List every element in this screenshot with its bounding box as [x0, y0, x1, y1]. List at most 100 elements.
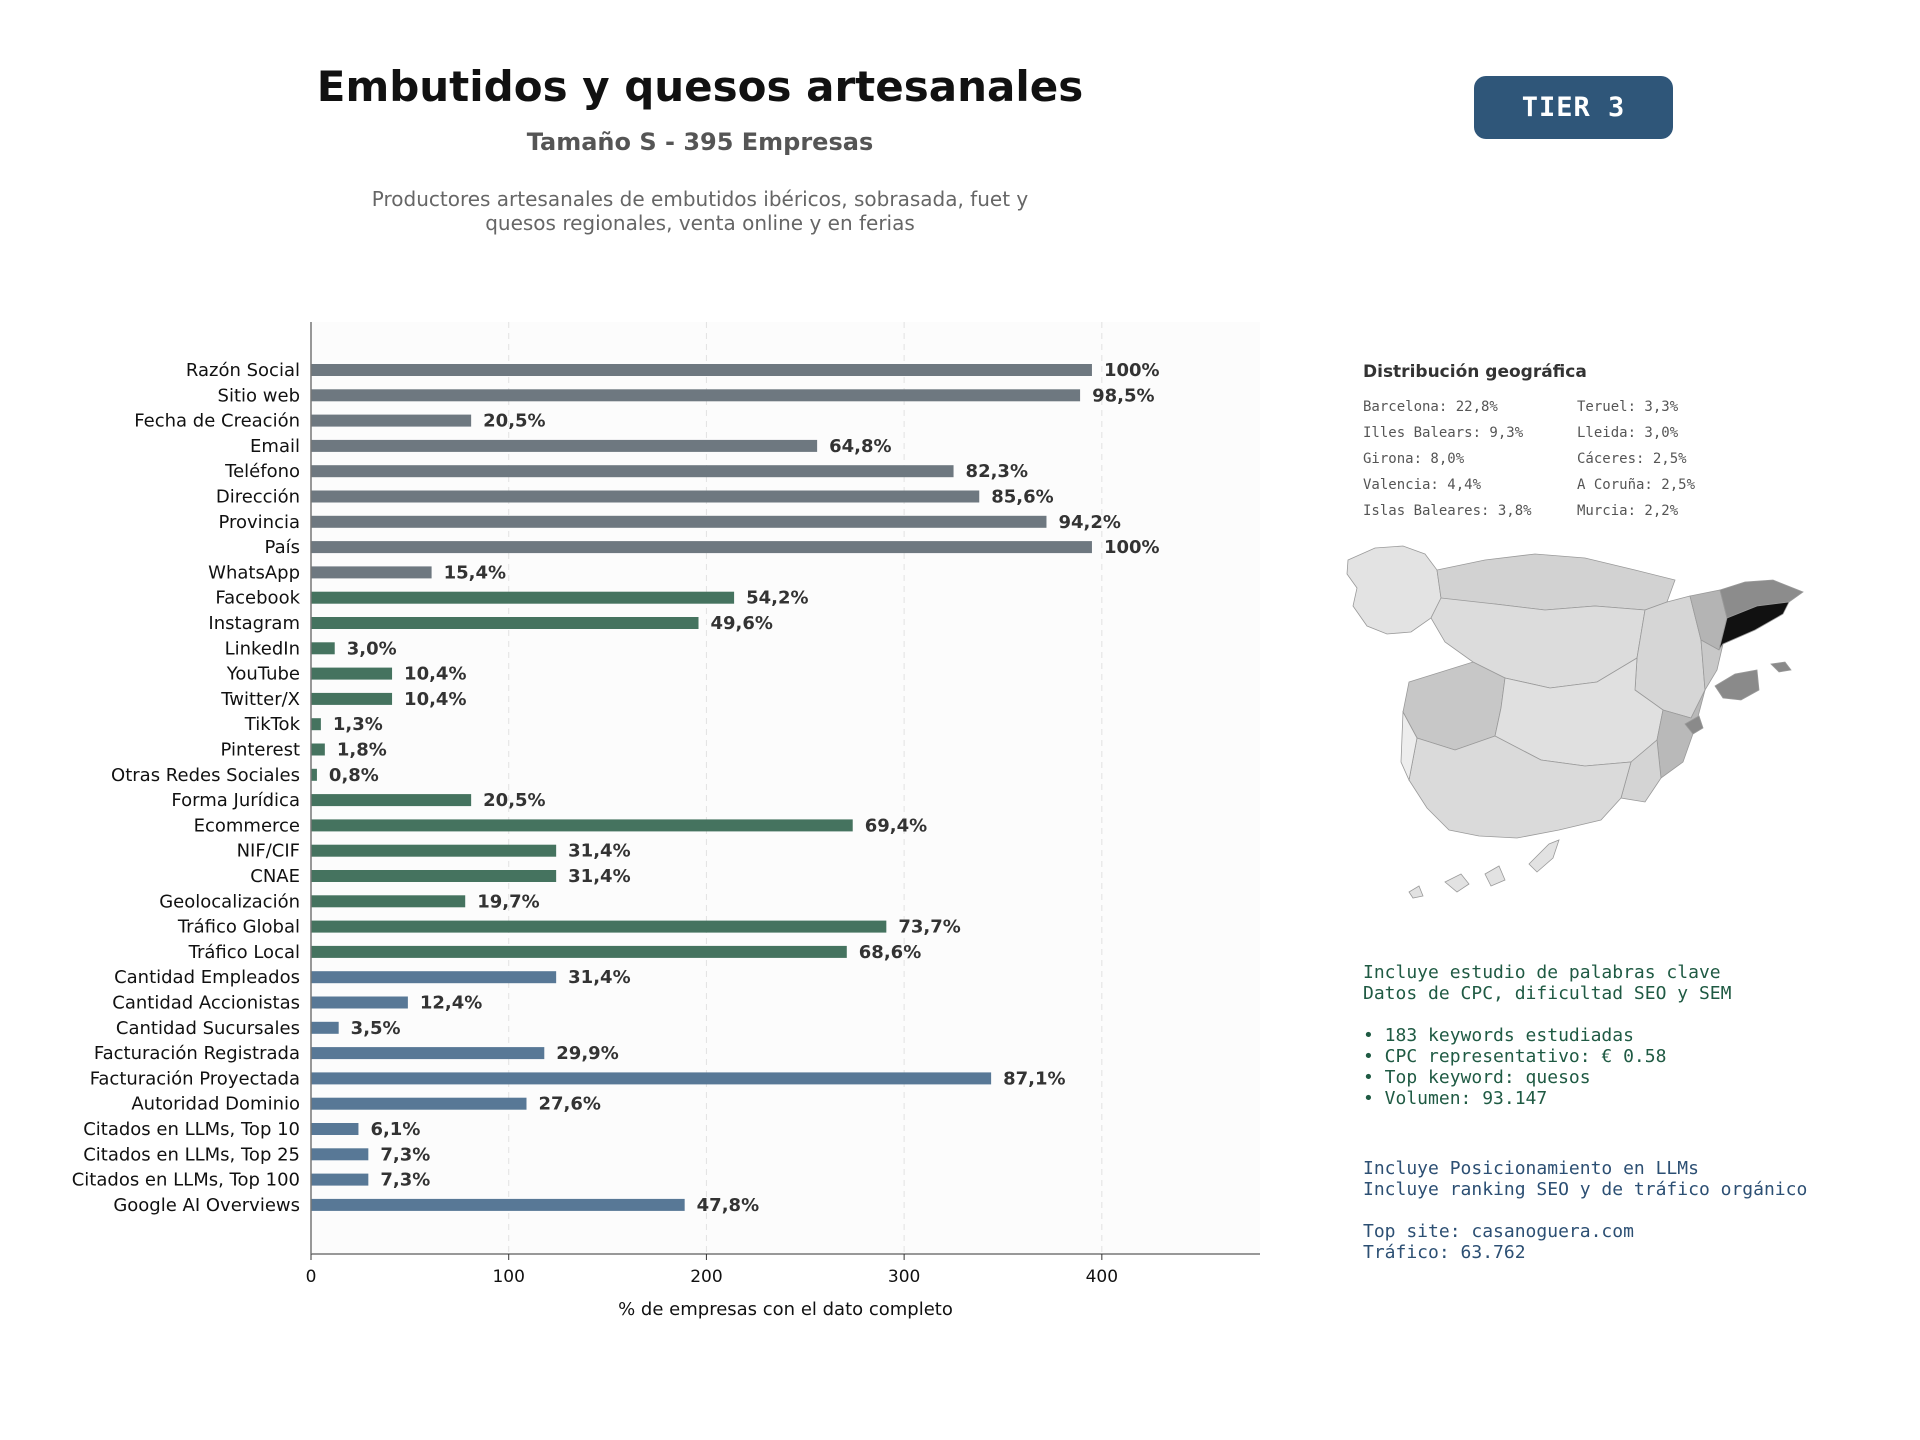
- category-label: WhatsApp: [208, 562, 300, 583]
- x-axis-title: % de empresas con el dato completo: [618, 1299, 953, 1320]
- category-label: Ecommerce: [194, 815, 300, 836]
- value-label: 82,3%: [966, 461, 1028, 482]
- value-label: 1,8%: [337, 740, 387, 761]
- bar: [311, 389, 1081, 402]
- map-extremadura: [1402, 661, 1506, 751]
- description: Productores artesanales de embutidos ibé…: [200, 187, 1200, 235]
- geo-item: Girona: 8,0%: [1363, 451, 1465, 467]
- category-label: Fecha de Creación: [134, 411, 300, 432]
- map-menorca: [1770, 661, 1792, 673]
- geo-item: Murcia: 2,2%: [1577, 503, 1679, 519]
- bar: [311, 642, 335, 655]
- bar: [311, 1148, 369, 1161]
- category-label: Twitter/X: [220, 689, 300, 710]
- bar: [311, 1198, 685, 1211]
- value-label: 98,5%: [1092, 385, 1154, 406]
- bar: [311, 566, 432, 579]
- category-label: Otras Redes Sociales: [111, 765, 300, 786]
- value-label: 68,6%: [859, 942, 921, 963]
- bar: [311, 465, 954, 478]
- category-label: Facturación Proyectada: [90, 1068, 300, 1089]
- map-ibiza: [1684, 715, 1704, 735]
- value-label: 94,2%: [1058, 512, 1120, 533]
- geo-item: Valencia: 4,4%: [1363, 477, 1482, 493]
- value-label: 19,7%: [477, 891, 539, 912]
- bar: [311, 490, 980, 503]
- value-label: 20,5%: [483, 790, 545, 811]
- category-label: Cantidad Sucursales: [116, 1018, 300, 1039]
- category-label: Dirección: [216, 487, 300, 508]
- plot-area: [311, 322, 1260, 1254]
- category-label: Citados en LLMs, Top 10: [83, 1119, 300, 1140]
- value-label: 12,4%: [420, 993, 482, 1014]
- map-canarias-3: [1528, 839, 1560, 873]
- x-tick-label: 300: [888, 1267, 920, 1287]
- category-label: Facebook: [215, 588, 300, 609]
- category-label: Geolocalización: [159, 891, 300, 912]
- bar: [311, 819, 853, 832]
- category-label: Pinterest: [220, 740, 300, 761]
- llm-line-2: Incluye ranking SEO y de tráfico orgánic…: [1363, 1179, 1808, 1200]
- category-label: YouTube: [226, 664, 300, 685]
- page-subtitle: Tamaño S - 395 Empresas: [526, 128, 874, 156]
- map-huelva: [1400, 710, 1418, 782]
- category-label: Sitio web: [218, 385, 300, 406]
- seo-line-2: Datos de CPC, dificultad SEO y SEM: [1363, 983, 1732, 1004]
- bar: [311, 541, 1092, 554]
- value-label: 3,0%: [347, 638, 397, 659]
- bar: [311, 1173, 369, 1186]
- seo-bullet: • Volumen: 93.147: [1363, 1088, 1548, 1109]
- map-mallorca: [1714, 669, 1760, 701]
- bar: [311, 768, 317, 781]
- geo-title: Distribución geográfica: [1363, 362, 1587, 382]
- category-label: Forma Jurídica: [171, 790, 300, 811]
- spain-province-map: [1346, 545, 1804, 899]
- category-label: País: [265, 537, 300, 558]
- category-label: Provincia: [218, 512, 300, 533]
- category-label: CNAE: [250, 866, 300, 887]
- bar: [311, 1021, 339, 1034]
- page-title: Embutidos y quesos artesanales: [316, 62, 1084, 111]
- llm-info: Incluye Posicionamiento en LLMs Incluye …: [1363, 1158, 1807, 1263]
- value-label: 31,4%: [568, 841, 630, 862]
- top-traffic: Tráfico: 63.762: [1363, 1242, 1526, 1263]
- category-label: Google AI Overviews: [113, 1195, 300, 1216]
- bar: [311, 692, 393, 705]
- category-label: Citados en LLMs, Top 100: [72, 1170, 300, 1191]
- bar: [311, 1123, 359, 1135]
- value-label: 27,6%: [539, 1094, 601, 1115]
- value-label: 20,5%: [483, 411, 545, 432]
- geo-item: Islas Baleares: 3,8%: [1363, 503, 1532, 519]
- geo-item: Lleida: 3,0%: [1577, 425, 1679, 441]
- category-label: Tráfico Local: [188, 942, 300, 963]
- bar: [311, 920, 887, 933]
- category-label: Cantidad Accionistas: [112, 993, 300, 1014]
- seo-line-1: Incluye estudio de palabras clave: [1363, 962, 1721, 983]
- completeness-bar-chart: Razón Social 100% Sitio web 98,5% Fecha de C…: [72, 322, 1260, 1320]
- bar: [311, 996, 408, 1009]
- category-label: Tráfico Global: [177, 917, 300, 938]
- tier-badge: TIER 3: [1474, 76, 1673, 139]
- bar: [311, 718, 321, 731]
- bar: [311, 743, 325, 756]
- map-canarias-1: [1444, 873, 1470, 893]
- value-label: 49,6%: [711, 613, 773, 634]
- map-tarragona: [1700, 639, 1724, 692]
- value-label: 0,8%: [329, 765, 379, 786]
- bar: [311, 1047, 545, 1060]
- seo-info: Incluye estudio de palabras clave Datos …: [1363, 962, 1731, 1109]
- bar: [311, 414, 472, 427]
- bar: [311, 515, 1047, 528]
- category-label: TikTok: [244, 714, 301, 735]
- value-label: 31,4%: [568, 866, 630, 887]
- bar: [311, 1072, 992, 1085]
- value-label: 47,8%: [697, 1195, 759, 1216]
- map-canarias-4: [1408, 885, 1424, 899]
- description-line-2: quesos regionales, venta online y en fer…: [485, 211, 915, 235]
- bar: [311, 844, 557, 857]
- value-label: 7,3%: [380, 1170, 430, 1191]
- value-label: 85,6%: [991, 487, 1053, 508]
- map-andalucia: [1408, 735, 1632, 839]
- category-label: Razón Social: [186, 360, 300, 381]
- map-galicia: [1346, 545, 1442, 635]
